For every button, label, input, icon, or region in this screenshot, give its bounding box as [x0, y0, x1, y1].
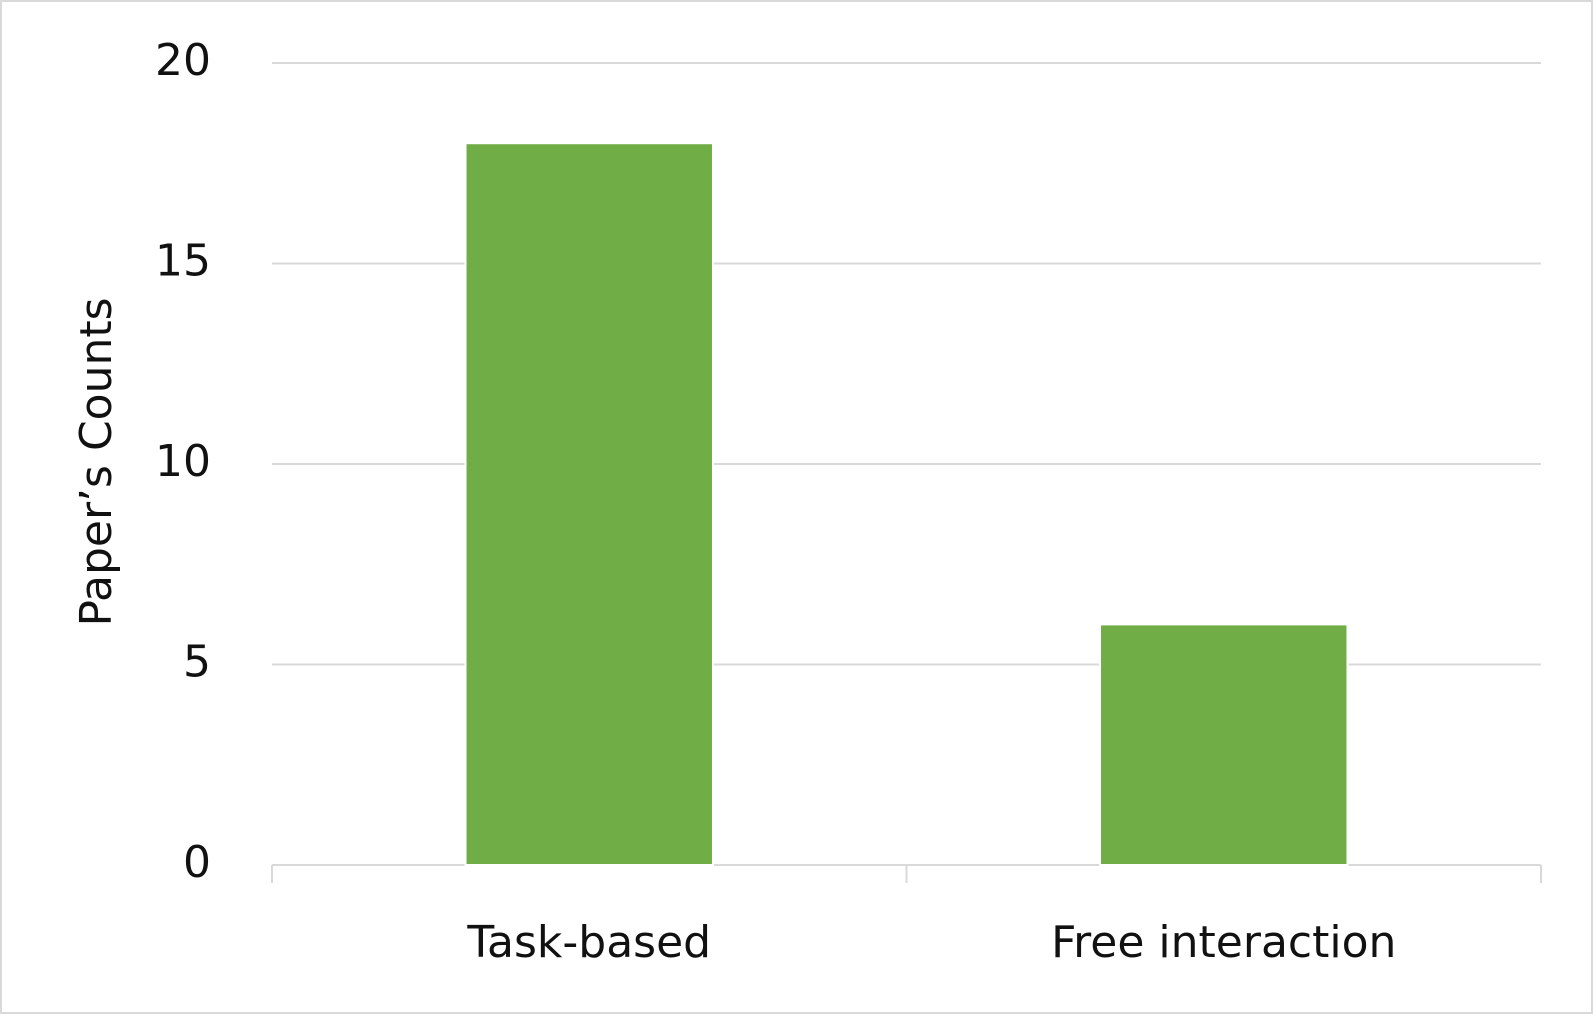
y-tick-label: 5 [183, 637, 211, 688]
y-axis-title: Paper’s Counts [71, 297, 122, 626]
y-tick-label: 20 [155, 35, 211, 86]
y-tick-label: 10 [155, 436, 211, 487]
x-tick-label: Free interaction [1051, 917, 1396, 968]
bar [1099, 623, 1349, 867]
y-tick-label: 0 [183, 837, 211, 888]
x-tick-label: Task-based [466, 917, 711, 968]
y-tick-label: 15 [155, 236, 211, 287]
bar [464, 142, 714, 866]
